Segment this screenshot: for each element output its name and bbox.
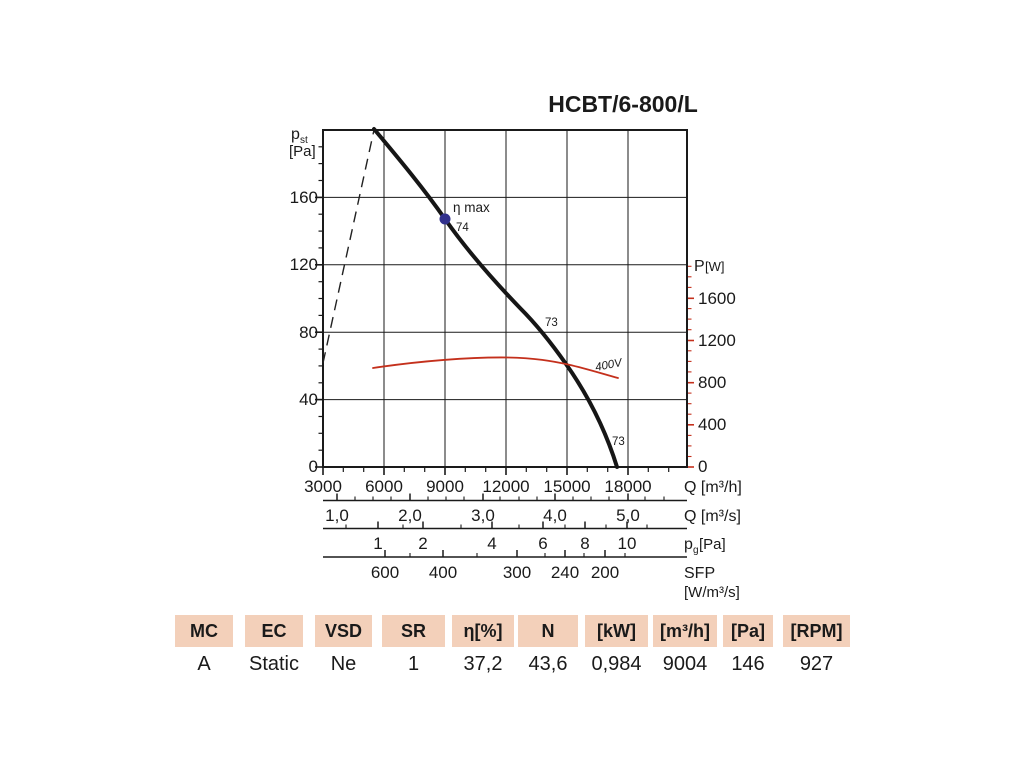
table-value-rpm: 927: [799, 653, 834, 675]
x-pg-axis-title-unit: [Pa]: [699, 536, 726, 553]
power-voltage-label: 400V: [594, 357, 624, 374]
eta-value-label: 74: [456, 222, 469, 234]
x-sfp-major-ticks: [384, 550, 606, 557]
svg-text:1,0: 1,0: [325, 506, 349, 525]
x-minor-ticks: [342, 468, 670, 472]
svg-text:4: 4: [487, 534, 496, 553]
table-header-n: N: [518, 615, 578, 647]
svg-text:300: 300: [503, 563, 531, 582]
eta-max-point: [439, 213, 451, 225]
svg-text:15000: 15000: [543, 477, 590, 496]
eta-max-label: η max: [453, 200, 490, 215]
table-header-ec: EC: [245, 615, 303, 647]
table-value-pa: 146: [731, 653, 765, 675]
table-header-sr: SR: [382, 615, 445, 647]
grid-lines: [323, 130, 687, 467]
x-qs-axis-title: Q [m³/s]: [684, 508, 741, 525]
y-right-title-p: P: [694, 258, 705, 275]
svg-text:6000: 6000: [365, 477, 403, 496]
x-sfp-axis-title: SFP: [684, 565, 715, 582]
svg-text:2: 2: [418, 534, 427, 553]
table-value-kw: 0,984: [591, 653, 642, 675]
table-value-mc: A: [197, 653, 211, 675]
table-value-m3h: 9004: [662, 653, 708, 675]
curve-label-73-lower: 73: [612, 436, 625, 448]
svg-text:5,0: 5,0: [616, 506, 640, 525]
svg-text:6: 6: [538, 534, 547, 553]
table-header-m3h: [m³/h]: [653, 615, 717, 647]
svg-text:40: 40: [299, 390, 318, 409]
fan-curve-chart: HCBT/6-800/L: [289, 91, 742, 601]
y-left-major-ticks: [315, 196, 322, 468]
x-sfp-tick-labels: 600 400 300 240 200: [371, 563, 619, 582]
svg-text:1200: 1200: [698, 331, 736, 350]
svg-text:800: 800: [698, 373, 726, 392]
plot-frame: [322, 129, 688, 468]
table-value-vsd: Ne: [330, 653, 357, 675]
table-header-mc: MC: [175, 615, 233, 647]
svg-text:9000: 9000: [426, 477, 464, 496]
x-qs-minor-ticks: [354, 496, 665, 500]
y-left-tick-labels: 160 120 80 40 0: [290, 188, 318, 476]
y-left-title-unit: [Pa]: [289, 143, 316, 160]
pressure-curve: [372, 127, 619, 469]
y-right-title-unit: [W]: [705, 259, 725, 274]
svg-text:80: 80: [299, 323, 318, 342]
svg-text:160: 160: [290, 188, 318, 207]
table-value-ec: Static: [248, 653, 300, 675]
svg-text:600: 600: [371, 563, 399, 582]
operating-limit-dashed-line: [322, 129, 375, 364]
curve-label-73-upper: 73: [545, 317, 558, 329]
table-value-sr: 1: [407, 653, 420, 675]
svg-text:3,0: 3,0: [471, 506, 495, 525]
y-right-major-ticks: [688, 297, 694, 468]
chart-title: HCBT/6-800/L: [548, 91, 698, 117]
y-left-title-p: p: [291, 126, 300, 143]
table-header-rpm: [RPM]: [783, 615, 850, 647]
table-header-pa: [Pa]: [723, 615, 773, 647]
x-pg-axis-title-sub: g: [693, 545, 699, 556]
svg-text:400: 400: [429, 563, 457, 582]
y-right-minor-ticks: [688, 265, 692, 458]
svg-text:0: 0: [698, 457, 707, 476]
power-curve: [372, 356, 619, 379]
table-value-eta: 37,2: [463, 653, 503, 675]
table-header-vsd: VSD: [315, 615, 372, 647]
x-qs-major-ticks: [336, 493, 629, 500]
x-pg-minor-ticks: [345, 524, 648, 528]
svg-text:2,0: 2,0: [398, 506, 422, 525]
x-qs-tick-labels: 1,0 2,0 3,0 4,0 5,0: [325, 506, 640, 525]
x-qh-tick-labels: 3000 6000 9000 12000 15000 18000: [304, 477, 652, 496]
y-right-tick-labels: 1600 1200 800 400 0: [698, 289, 736, 476]
svg-text:1600: 1600: [698, 289, 736, 308]
svg-text:3000: 3000: [304, 477, 342, 496]
svg-text:200: 200: [591, 563, 619, 582]
svg-text:4,0: 4,0: [543, 506, 567, 525]
svg-text:1: 1: [373, 534, 382, 553]
y-left-title-sub: st: [300, 135, 308, 146]
svg-text:10: 10: [618, 534, 637, 553]
x-qh-axis-title: Q [m³/h]: [684, 479, 742, 496]
svg-text:18000: 18000: [604, 477, 651, 496]
svg-text:12000: 12000: [482, 477, 529, 496]
table-header-eta: η[%]: [452, 615, 514, 647]
svg-text:240: 240: [551, 563, 579, 582]
svg-text:400: 400: [698, 415, 726, 434]
svg-text:120: 120: [290, 255, 318, 274]
table-value-n: 43,6: [528, 653, 568, 675]
table-header-kw: [kW]: [585, 615, 648, 647]
x-pg-axis-title-p: p: [684, 536, 693, 553]
x-pg-tick-labels: 1 2 4 6 8 10: [373, 534, 636, 553]
x-pg-major-ticks: [377, 521, 628, 528]
svg-text:8: 8: [580, 534, 589, 553]
x-sfp-axis-title-unit: [W/m³/s]: [684, 584, 740, 601]
svg-text:0: 0: [309, 457, 318, 476]
x-major-ticks: [322, 468, 629, 475]
x-sfp-minor-ticks: [409, 553, 626, 557]
y-left-minor-ticks: [318, 146, 322, 451]
